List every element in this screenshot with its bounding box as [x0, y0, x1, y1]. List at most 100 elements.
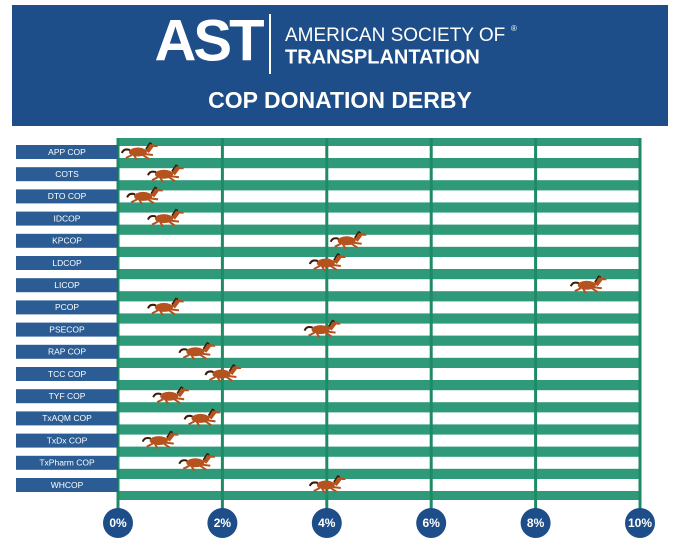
y-tick-label: RAP COP [48, 347, 86, 357]
horse [126, 186, 164, 205]
horse-tail [178, 459, 188, 465]
horse-tail [147, 215, 157, 221]
horse-mane [333, 475, 341, 483]
lane [118, 168, 640, 181]
y-tick-label: TCC COP [48, 369, 87, 379]
y-tick-label: TxDx COP [47, 435, 88, 445]
horse-tail [569, 281, 580, 287]
lane [118, 368, 640, 380]
logo: AST [155, 8, 265, 73]
category-box [16, 478, 118, 492]
horse [308, 253, 346, 272]
horse-body [154, 214, 173, 224]
lane [118, 345, 640, 358]
horse-body [149, 436, 168, 446]
horse-head [156, 188, 164, 192]
horse-neck [165, 432, 176, 442]
horse-tail [141, 437, 152, 443]
x-tick-label: 4% [318, 516, 336, 530]
horse-tail [204, 370, 214, 376]
y-tick-label: PCOP [55, 302, 79, 312]
horse [569, 275, 607, 294]
tick-badge [207, 508, 238, 538]
lane [118, 323, 640, 336]
horse-legs [151, 175, 180, 183]
horse-body [191, 413, 210, 423]
horse-mane [176, 386, 184, 394]
horse-head [182, 388, 190, 392]
horse-body [212, 369, 231, 379]
horse-body [134, 191, 153, 201]
horse-mane [228, 364, 236, 372]
horse-head [333, 321, 341, 325]
horse-mane [171, 164, 179, 172]
category-box [16, 411, 118, 426]
horse-tail [152, 392, 162, 398]
lane [118, 301, 640, 314]
organization: TRANSPLANTATION [285, 46, 480, 68]
category-box [16, 322, 118, 337]
horse-body [154, 169, 173, 179]
horse-legs [313, 264, 341, 272]
horse-tail [126, 192, 136, 198]
category-box [16, 189, 118, 204]
category-box [16, 145, 118, 159]
x-tick-label: 0% [109, 516, 127, 530]
horse-tail [147, 303, 157, 309]
y-tick-label: COTS [55, 169, 79, 179]
horse-tail [329, 237, 339, 243]
horse-mane [150, 186, 158, 194]
y-tick-label: IDCOP [54, 213, 81, 223]
horse [204, 364, 242, 383]
horse-neck [353, 232, 364, 242]
horse-body [186, 458, 205, 468]
horse-head [234, 366, 242, 369]
horse-mane [594, 275, 602, 283]
horse-mane [145, 142, 153, 150]
horse-mane [207, 408, 215, 416]
registered-mark: ® [511, 24, 517, 33]
horse-legs [313, 486, 341, 494]
category-box [16, 300, 118, 315]
horse-neck [327, 321, 338, 331]
horse [178, 341, 216, 361]
horse-tail [183, 414, 193, 420]
y-tick-label: APP COP [48, 147, 86, 157]
horse [147, 164, 184, 183]
lane [118, 390, 640, 403]
horse-legs [182, 352, 211, 361]
x-tick-label: 10% [628, 516, 652, 530]
tick-badge [416, 508, 447, 538]
horse-body [577, 280, 596, 290]
horse-head [338, 477, 346, 480]
horse-neck [332, 255, 343, 264]
lane [118, 412, 640, 425]
lane [118, 434, 640, 447]
horse-neck [170, 210, 181, 220]
horse [308, 475, 346, 494]
horse-body [337, 236, 356, 246]
horse-neck [228, 366, 239, 375]
horse-tail [120, 148, 131, 154]
lane [118, 146, 640, 158]
horse [147, 297, 184, 316]
horse-body [128, 147, 147, 157]
x-tick-label: 8% [527, 516, 545, 530]
category-box [16, 211, 118, 226]
horse-legs [188, 419, 216, 427]
category-box [16, 367, 118, 381]
header-band [12, 5, 668, 126]
horse-head [208, 454, 216, 458]
horse-mane [166, 430, 174, 439]
y-tick-label: LICOP [54, 280, 80, 290]
tick-badge [625, 508, 655, 538]
horse-mane [202, 452, 210, 461]
horse [303, 319, 341, 339]
category-box [16, 389, 118, 404]
horse-legs [146, 441, 174, 450]
horse-tail [308, 259, 319, 265]
horse-body [316, 480, 335, 490]
horse-legs [308, 330, 336, 339]
horse-head [176, 299, 184, 303]
